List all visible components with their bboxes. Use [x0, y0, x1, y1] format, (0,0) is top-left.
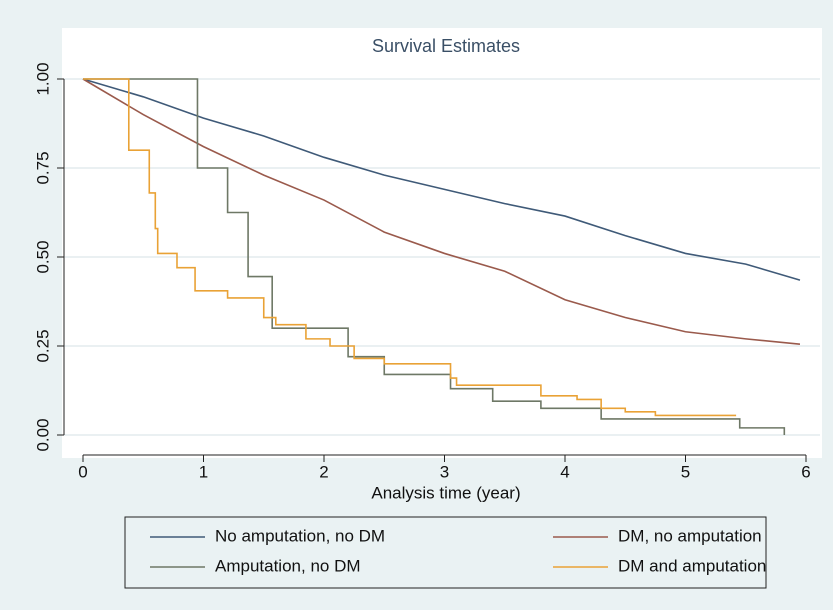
y-tick-label: 0.00 — [33, 418, 52, 451]
chart-title: Survival Estimates — [372, 36, 520, 56]
legend-label: DM and amputation — [618, 556, 766, 575]
survival-line — [83, 78, 786, 435]
y-tick-label: 0.75 — [33, 151, 52, 184]
x-tick-label: 3 — [440, 462, 449, 481]
y-tick-label: 0.25 — [33, 329, 52, 362]
x-axis-label: Analysis time (year) — [371, 483, 520, 502]
plot-area — [62, 28, 822, 458]
survival-line — [83, 78, 737, 417]
legend-label: DM, no amputation — [618, 526, 762, 545]
y-tick-label: 1.00 — [33, 62, 52, 95]
x-tick-label: 1 — [199, 462, 208, 481]
survival-line — [82, 78, 801, 346]
survival-line — [82, 78, 801, 281]
legend-label: No amputation, no DM — [215, 526, 385, 545]
x-tick-label: 6 — [801, 462, 810, 481]
x-tick-label: 2 — [319, 462, 328, 481]
x-tick-label: 5 — [681, 462, 690, 481]
legend-box — [124, 516, 767, 589]
x-tick-label: 4 — [560, 462, 569, 481]
x-tick-label: 0 — [78, 462, 87, 481]
legend-label: Amputation, no DM — [215, 556, 361, 575]
y-tick-label: 0.50 — [33, 240, 52, 273]
